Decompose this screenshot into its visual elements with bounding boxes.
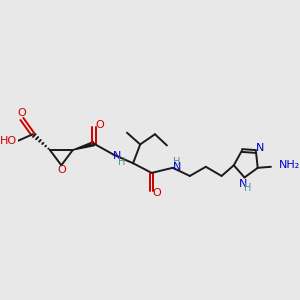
Text: N: N bbox=[113, 151, 122, 160]
Text: H: H bbox=[173, 157, 181, 167]
Text: O: O bbox=[153, 188, 162, 198]
Text: N: N bbox=[256, 143, 264, 153]
Polygon shape bbox=[73, 142, 94, 150]
Text: O: O bbox=[57, 165, 66, 176]
Text: HO: HO bbox=[0, 136, 17, 146]
Text: H: H bbox=[244, 183, 252, 193]
Text: N: N bbox=[172, 162, 181, 172]
Text: H: H bbox=[118, 157, 125, 167]
Text: O: O bbox=[17, 108, 26, 118]
Text: N: N bbox=[239, 179, 248, 189]
Text: NH₂: NH₂ bbox=[279, 160, 300, 170]
Text: O: O bbox=[95, 120, 104, 130]
